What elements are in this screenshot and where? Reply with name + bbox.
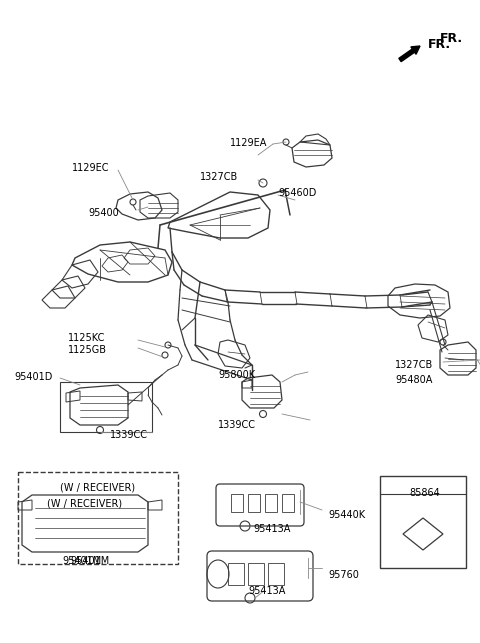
Text: 95440K: 95440K (328, 510, 365, 520)
Text: 85864: 85864 (409, 488, 440, 498)
Bar (380, 476, 466, 568)
Text: 95401M: 95401M (71, 556, 109, 566)
Text: 1129EA: 1129EA (230, 138, 267, 148)
Text: FR.: FR. (428, 38, 451, 51)
Text: 1339CC: 1339CC (110, 430, 148, 440)
Text: 95760: 95760 (328, 570, 359, 580)
Text: 95400: 95400 (88, 208, 119, 218)
Text: 1125GB: 1125GB (68, 345, 107, 355)
Bar (248, 563, 264, 585)
Text: 95480A: 95480A (395, 375, 432, 385)
Bar (268, 563, 284, 585)
Text: 95413A: 95413A (253, 524, 290, 534)
Bar (282, 494, 294, 512)
Text: (W / RECEIVER): (W / RECEIVER) (47, 498, 122, 508)
Bar (18, 472, 178, 564)
Text: 1125KC: 1125KC (68, 333, 106, 343)
Text: 95401M: 95401M (62, 556, 101, 566)
Text: (W / RECEIVER): (W / RECEIVER) (60, 482, 135, 492)
Text: 95460D: 95460D (278, 188, 316, 198)
Text: 95401D: 95401D (14, 372, 52, 382)
Bar (60, 382, 152, 432)
Bar (248, 494, 260, 512)
Text: FR.: FR. (440, 32, 463, 45)
Bar (228, 563, 244, 585)
Bar (231, 494, 243, 512)
Text: 1129EC: 1129EC (72, 163, 109, 173)
Text: 1327CB: 1327CB (395, 360, 433, 370)
FancyArrow shape (399, 46, 420, 62)
Text: 95800K: 95800K (218, 370, 255, 380)
Text: 95413A: 95413A (248, 586, 286, 596)
Text: 1339CC: 1339CC (218, 420, 256, 430)
Text: 1327CB: 1327CB (200, 172, 238, 182)
Bar (265, 494, 277, 512)
